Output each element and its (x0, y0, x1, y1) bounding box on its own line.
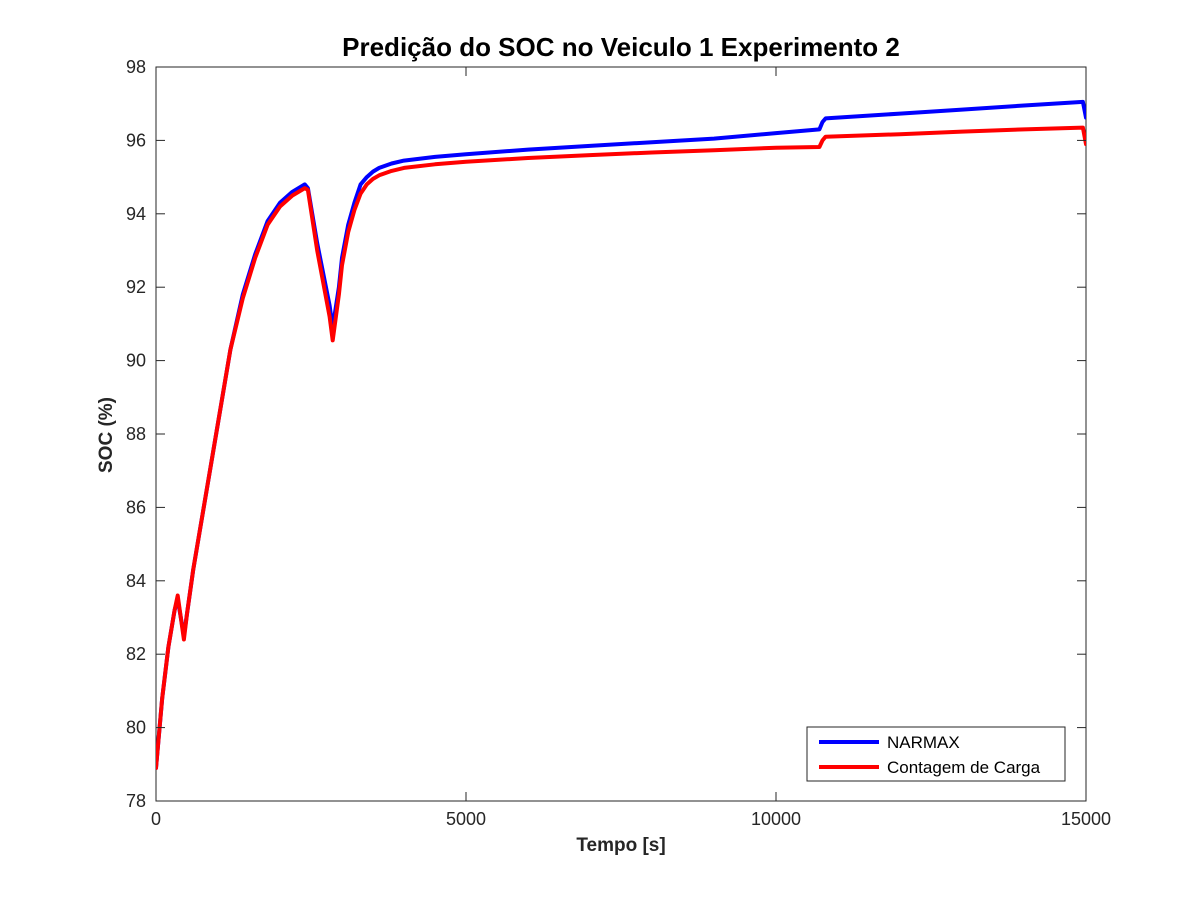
legend-label-2: Contagem de Carga (887, 758, 1041, 777)
y-tick-label: 78 (126, 791, 146, 811)
y-tick-label: 82 (126, 644, 146, 664)
y-tick-label: 96 (126, 130, 146, 150)
x-tick-label: 15000 (1061, 809, 1111, 829)
series-group (156, 99, 1086, 770)
chart-title: Predição do SOC no Veiculo 1 Experimento… (342, 32, 900, 62)
x-tick-label: 10000 (751, 809, 801, 829)
plot-area: 0 5000 10000 15000 78 80 82 84 86 88 90 92 94 96 98 NAR… (126, 57, 1111, 829)
x-tick-label: 0 (151, 809, 161, 829)
y-tick-label: 86 (126, 497, 146, 517)
y-tick-label: 98 (126, 57, 146, 77)
y-axis-label: SOC (%) (96, 397, 117, 473)
y-tick-label: 90 (126, 351, 146, 371)
legend-label-1: NARMAX (887, 733, 960, 752)
legend: NARMAX Contagem de Carga (806, 726, 1066, 782)
y-tick-label: 92 (126, 277, 146, 297)
x-tick-label: 5000 (446, 809, 486, 829)
y-tick-label: 88 (126, 424, 146, 444)
y-tick-label: 80 (126, 718, 146, 738)
series-line-2 (156, 125, 1086, 770)
y-tick-label: 84 (126, 571, 146, 591)
y-tick-label: 94 (126, 204, 146, 224)
legend-box (806, 726, 1066, 782)
x-axis-label: Tempo [s] (576, 835, 665, 856)
